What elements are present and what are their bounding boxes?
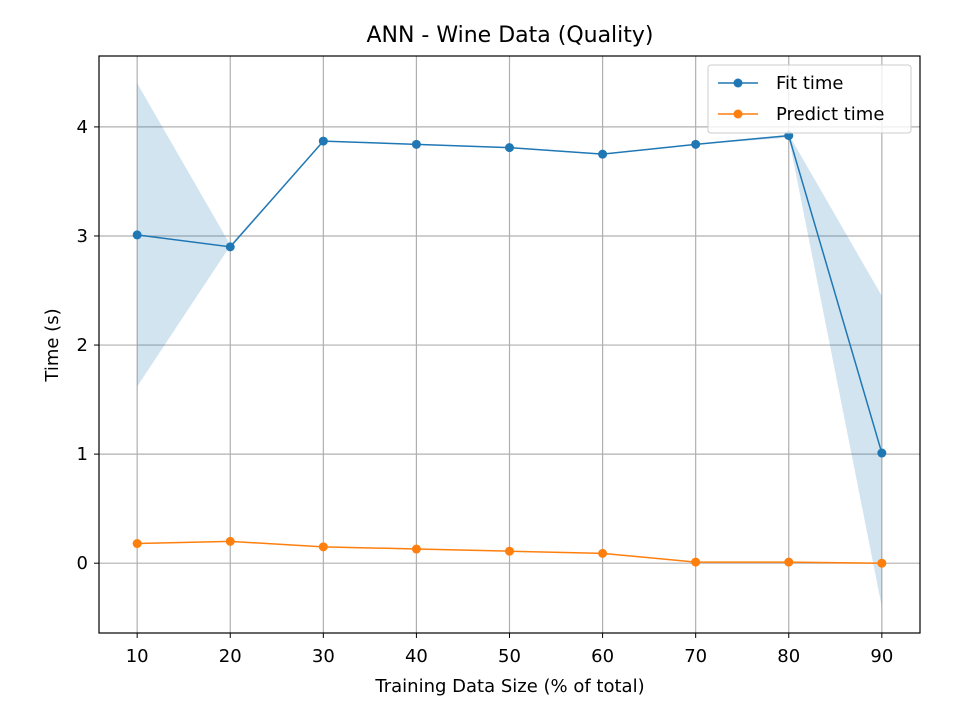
predict-time-legend-marker [733,109,743,119]
x-tick-label: 80 [777,646,800,667]
predict-time-point [411,544,421,554]
series [132,131,887,568]
x-tick-label: 50 [498,646,521,667]
x-tick-label: 30 [312,646,335,667]
ticks: 10 20 30 40 50 60 70 80 90 0 1 2 3 4 [77,117,894,667]
x-tick-label: 20 [219,646,242,667]
x-tick-label: 40 [405,646,428,667]
y-tick-label: 1 [77,444,88,465]
chart-title: ANN - Wine Data (Quality) [366,23,653,48]
x-tick-label: 90 [870,646,893,667]
fit-time-legend-label: Fit time [776,73,844,94]
predict-time-point [225,536,235,546]
fit-time-point [318,136,328,146]
x-axis-label: Training Data Size (% of total) [374,676,644,697]
fit-time-legend-marker [733,78,743,88]
grid [99,56,920,633]
fit-time-point [132,230,142,240]
fit-time-point [691,139,701,149]
predict-time-point [877,558,887,568]
predict-time-point [505,546,514,556]
fit-time-point [225,242,235,252]
predict-time-legend-label: Predict time [776,104,884,125]
x-tick-label: 70 [684,646,707,667]
predict-time-point [598,548,608,558]
predict-time-point [318,542,328,552]
predict-time-point [132,539,142,549]
predict-time-series [132,536,887,568]
legend: Fit time Predict time [707,64,912,134]
x-tick-label: 60 [591,646,614,667]
fit-time-point [598,149,608,159]
predict-time-point [784,557,794,567]
y-tick-label: 4 [77,117,88,138]
predict-time-point [691,557,701,567]
fit-time-point [411,139,421,149]
legend-box [707,64,912,134]
y-tick-label: 3 [77,226,88,247]
y-tick-label: 0 [77,553,88,574]
y-axis-label: Time (s) [42,308,63,382]
x-tick-label: 10 [126,646,149,667]
y-tick-label: 2 [77,335,88,356]
fit-time-point [877,448,887,458]
fit-time-point [505,143,514,153]
